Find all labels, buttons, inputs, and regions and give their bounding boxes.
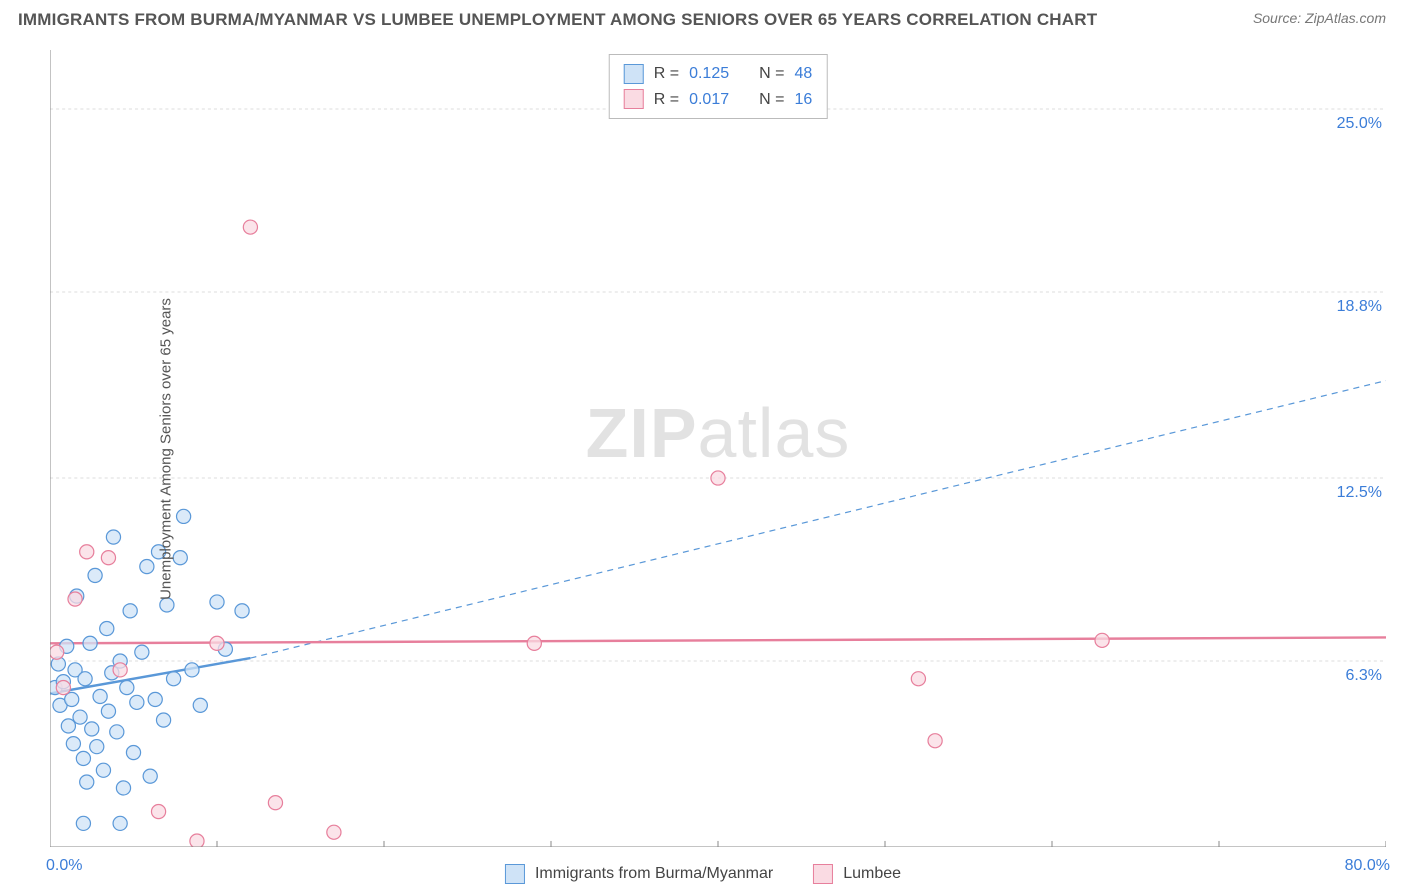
n-label: N = (759, 61, 784, 87)
y-tick-label: 18.8% (1337, 298, 1382, 316)
swatch-series-1 (505, 864, 525, 884)
series-2-name: Lumbee (843, 865, 901, 883)
r-value-2: 0.017 (689, 87, 729, 113)
legend-item-series-1: Immigrants from Burma/Myanmar (505, 864, 773, 884)
chart-area: Unemployment Among Seniors over 65 years… (50, 50, 1386, 847)
r-label: R = (654, 61, 679, 87)
scatter-plot (50, 50, 1386, 847)
series-legend: Immigrants from Burma/Myanmar Lumbee (505, 864, 901, 884)
n-value-2: 16 (794, 87, 812, 113)
y-axis-label: Unemployment Among Seniors over 65 years (157, 298, 174, 600)
series-1-name: Immigrants from Burma/Myanmar (535, 865, 773, 883)
n-value-1: 48 (794, 61, 812, 87)
source-credit: Source: ZipAtlas.com (1253, 10, 1386, 26)
y-tick-label: 12.5% (1337, 484, 1382, 502)
y-tick-label: 6.3% (1346, 667, 1382, 685)
swatch-series-2 (624, 89, 644, 109)
x-axis-min-label: 0.0% (46, 857, 82, 875)
legend-row-series-1: R = 0.125 N = 48 (624, 61, 813, 87)
swatch-series-2 (813, 864, 833, 884)
x-axis-max-label: 80.0% (1345, 857, 1390, 875)
source-prefix: Source: (1253, 10, 1305, 26)
r-label: R = (654, 87, 679, 113)
source-link[interactable]: ZipAtlas.com (1305, 10, 1386, 26)
n-label: N = (759, 87, 784, 113)
r-value-1: 0.125 (689, 61, 729, 87)
legend-row-series-2: R = 0.017 N = 16 (624, 87, 813, 113)
y-tick-label: 25.0% (1337, 115, 1382, 133)
legend-item-series-2: Lumbee (813, 864, 901, 884)
page-title: IMMIGRANTS FROM BURMA/MYANMAR VS LUMBEE … (18, 10, 1097, 30)
correlation-legend: R = 0.125 N = 48 R = 0.017 N = 16 (609, 54, 828, 119)
swatch-series-1 (624, 64, 644, 84)
